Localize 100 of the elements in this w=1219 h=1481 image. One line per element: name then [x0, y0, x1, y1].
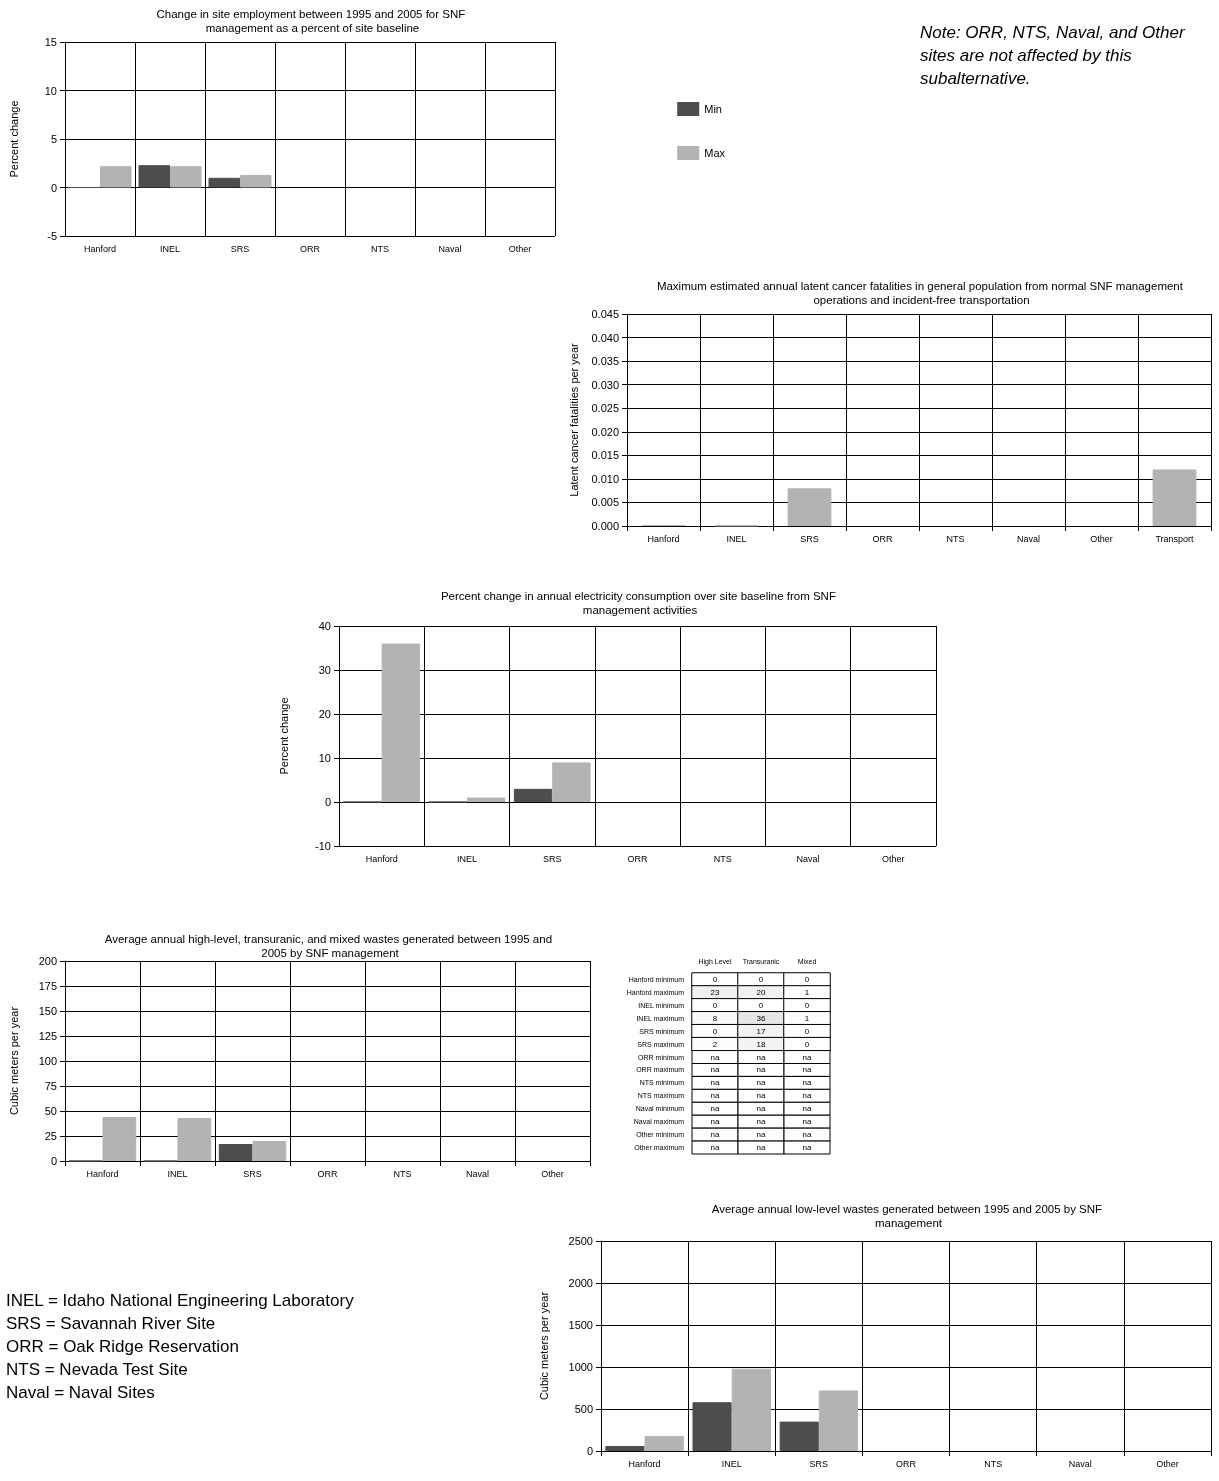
- data-label: 0: [804, 1000, 810, 1010]
- bar: [208, 177, 240, 188]
- x-tick-label: ORR: [300, 243, 321, 254]
- bar: [102, 1117, 137, 1161]
- y-tick-label: 125: [38, 1030, 57, 1042]
- y-tick-label: 1000: [568, 1361, 593, 1373]
- y-tick-label: 30: [318, 664, 331, 676]
- bar: [381, 643, 421, 802]
- bar: [513, 788, 553, 802]
- legend-label: Max: [704, 147, 726, 159]
- x-tick-label: Other: [508, 243, 532, 254]
- y-tick-label: 0.005: [591, 496, 619, 509]
- text: na: [756, 1130, 766, 1140]
- text: na: [802, 1065, 812, 1075]
- x-tick-label: Hanford: [647, 533, 680, 544]
- text: na: [802, 1104, 812, 1114]
- data-label: 0: [804, 1039, 810, 1049]
- y-tick-label: 0.045: [591, 308, 619, 320]
- x-tick-label: NTS: [393, 1168, 412, 1179]
- x-tick-label: Hanford: [86, 1168, 119, 1179]
- bar: [552, 762, 591, 802]
- x-tick-label: Other: [1156, 1458, 1179, 1469]
- data-label: 0: [712, 1000, 718, 1010]
- chart-title: Percent change in annual electricity consumption over site baseline from SNF management activities: [440, 590, 840, 616]
- x-tick-label: ORR: [317, 1168, 338, 1179]
- data-label: 0: [758, 1000, 764, 1010]
- y-tick-label: 50: [44, 1105, 57, 1117]
- y-tick-label: 75: [44, 1080, 57, 1092]
- y-tick-label: 2500: [568, 1235, 593, 1247]
- x-tick-label: SRS: [542, 853, 562, 864]
- y-tick-label: 40: [318, 620, 331, 632]
- x-tick-label: INEL: [167, 1168, 188, 1179]
- chart-title: Average annual high-level, transuranic, and mixed wastes generated between 1995 and 2005 by SNF management: [104, 933, 556, 959]
- text: na: [756, 1143, 766, 1153]
- text: INEL = Idaho National Engineering Laboratory: [6, 1290, 355, 1312]
- text: na: [710, 1078, 720, 1088]
- data-label: 2: [712, 1039, 718, 1049]
- x-tick-label: INEL: [721, 1458, 742, 1469]
- y-tick-label: 0.015: [591, 449, 619, 462]
- data-label: 0: [712, 1026, 718, 1036]
- chart-title: Average annual low-level wastes generated between 1995 and 2005 by SNF management: [711, 1203, 1106, 1229]
- y-tick-label: 25: [44, 1130, 57, 1142]
- text: na: [802, 1117, 812, 1127]
- bar: [177, 1118, 212, 1161]
- x-tick-label: INEL: [726, 533, 747, 544]
- x-tick-label: NTS: [984, 1458, 1003, 1469]
- y-tick-label: -5: [47, 230, 57, 242]
- data-label: 0: [804, 1026, 810, 1036]
- text: Naval = Naval Sites: [6, 1381, 156, 1404]
- y-tick-label: 0.010: [591, 472, 619, 485]
- y-tick-label: 200: [38, 955, 57, 967]
- x-tick-label: Other: [541, 1168, 564, 1179]
- bar: [466, 797, 506, 802]
- text: na: [802, 1078, 812, 1088]
- x-tick-label: Other: [1090, 533, 1113, 544]
- y-tick-label: 1500: [568, 1319, 593, 1331]
- y-tick-label: 20: [318, 708, 331, 720]
- data-label: 0: [758, 974, 764, 984]
- y-tick-label: 10: [44, 84, 57, 97]
- data-label: 23: [710, 987, 720, 997]
- data-label: 36: [756, 1013, 766, 1023]
- text: na: [756, 1117, 766, 1127]
- y-tick-label: 0: [50, 1155, 57, 1167]
- y-tick-label: 100: [38, 1055, 57, 1067]
- y-tick-label: 0.030: [591, 378, 619, 391]
- bar: [252, 1141, 287, 1161]
- y-axis-title: Percent change: [7, 100, 20, 178]
- x-tick-label: INEL: [456, 853, 477, 864]
- text: SRS = Savannah River Site: [6, 1312, 217, 1335]
- text: na: [710, 1065, 720, 1075]
- bar: [731, 1368, 771, 1451]
- data-label: 1: [804, 1013, 810, 1023]
- data-label: 17: [756, 1026, 766, 1036]
- text: na: [710, 1104, 720, 1114]
- x-tick-label: SRS: [800, 533, 819, 544]
- bar: [240, 174, 272, 188]
- text: ORR = Oak Ridge Reservation: [6, 1335, 240, 1358]
- data-label: 0: [712, 974, 718, 984]
- chart-title: Change in site employment between 1995 and 2005 for SNF management as a percent of site baseline: [156, 8, 469, 34]
- bar: [1152, 469, 1197, 526]
- y-tick-label: 0.035: [591, 355, 619, 368]
- text: NTS = Nevada Test Site: [6, 1358, 189, 1381]
- x-tick-label: ORR: [872, 533, 893, 544]
- y-axis-title: Cubic meters per year: [537, 1291, 550, 1401]
- y-axis-title: Percent change: [277, 697, 290, 775]
- chart-title: Maximum estimated annual latent cancer fatalities in general population from normal SNF management operations and incident-free transportation: [656, 280, 1187, 306]
- x-tick-label: SRS: [230, 243, 250, 254]
- data-label: 0: [804, 974, 810, 984]
- bar: [779, 1421, 819, 1451]
- text: na: [756, 1104, 766, 1114]
- data-label: 8: [712, 1013, 718, 1023]
- y-axis-title: Cubic meters per year: [7, 1006, 20, 1116]
- text: na: [710, 1143, 720, 1153]
- y-tick-label: 0.000: [591, 520, 619, 532]
- y-tick-label: 15: [44, 36, 57, 48]
- text: na: [802, 1052, 812, 1062]
- y-tick-label: 500: [574, 1403, 593, 1415]
- y-axis-title: Latent cancer fatalities per year: [567, 342, 580, 497]
- text: na: [756, 1052, 766, 1062]
- text: na: [802, 1130, 812, 1140]
